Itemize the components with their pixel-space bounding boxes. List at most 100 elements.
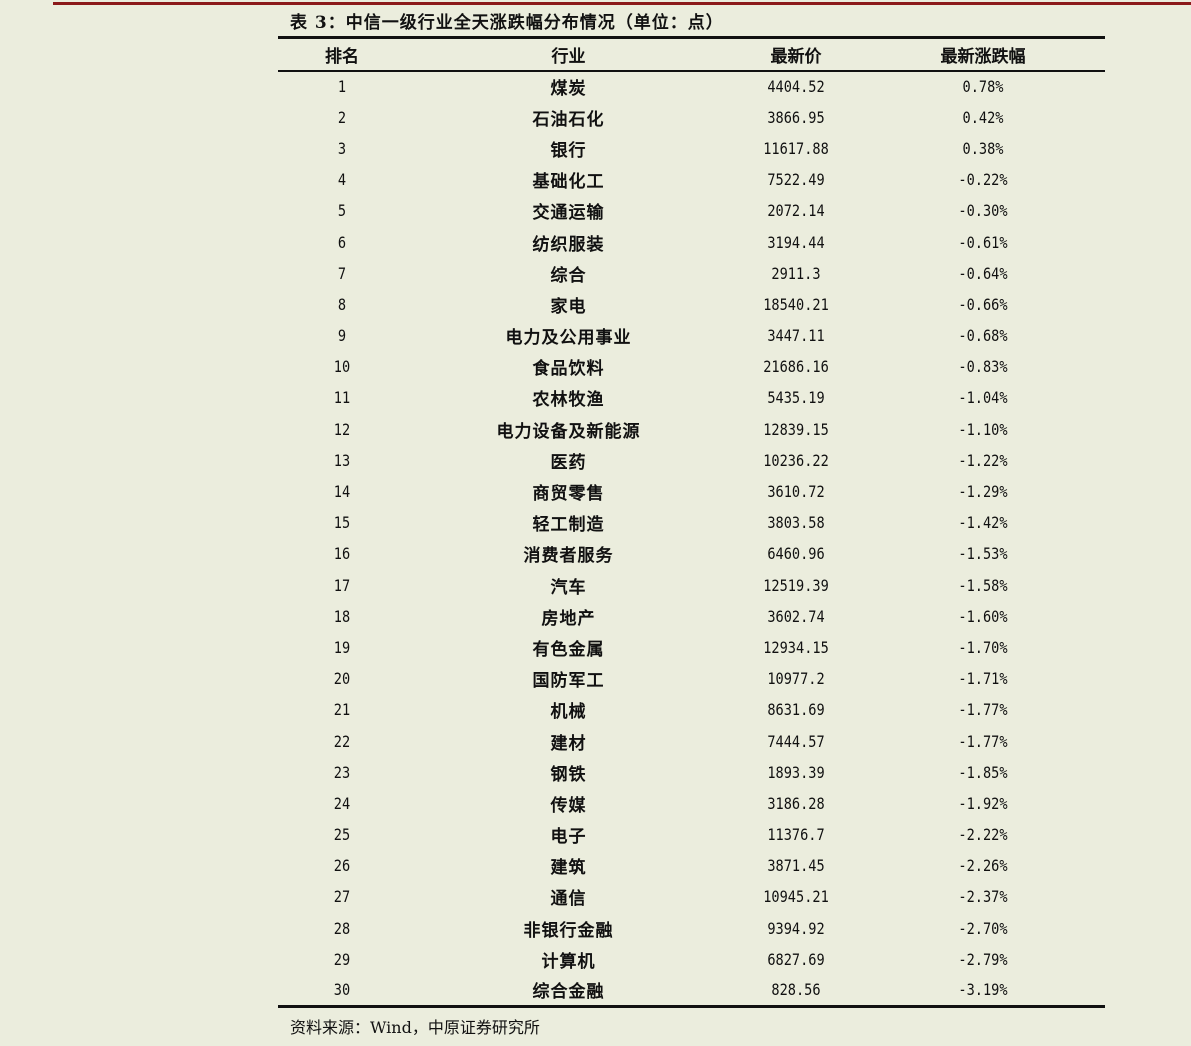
cell-industry: 房地产 xyxy=(541,608,596,629)
table-row: 8 家电 18540.21 -0.66% xyxy=(278,289,1105,320)
cell-change: -2.26% xyxy=(958,856,1008,876)
cell-rank: 11 xyxy=(333,388,351,408)
table-row: 17 汽车 12519.39 -1.58% xyxy=(278,570,1105,601)
table-row: 11 农林牧渔 5435.19 -1.04% xyxy=(278,382,1105,413)
cell-change: -2.37% xyxy=(958,887,1008,907)
table-row: 26 建筑 3871.45 -2.26% xyxy=(278,850,1105,881)
cell-change: -1.10% xyxy=(958,419,1008,439)
table-row: 14 商贸零售 3610.72 -1.29% xyxy=(278,476,1105,507)
source-note: 资料来源：Wind，中原证券研究所 xyxy=(290,1018,540,1037)
table-row: 29 计算机 6827.69 -2.79% xyxy=(278,944,1105,975)
cell-change: -0.61% xyxy=(958,232,1008,252)
cell-price: 11376.7 xyxy=(767,825,825,845)
table-row: 7 综合 2911.3 -0.64% xyxy=(278,258,1105,289)
cell-industry: 消费者服务 xyxy=(523,546,614,567)
cell-rank: 10 xyxy=(333,357,351,377)
cell-rank: 8 xyxy=(337,294,347,314)
cell-industry: 石油石化 xyxy=(532,109,605,130)
header-price: 最新价 xyxy=(731,36,861,72)
cell-industry: 电子 xyxy=(550,827,587,848)
cell-rank: 17 xyxy=(333,575,351,595)
cell-price: 828.56 xyxy=(740,974,852,1008)
cell-rank: 23 xyxy=(333,762,351,782)
cell-price: 10236.22 xyxy=(763,450,829,470)
cell-price: 11617.88 xyxy=(763,138,829,158)
cell-price: 12934.15 xyxy=(763,637,829,657)
table-row: 2 石油石化 3866.95 0.42% xyxy=(278,102,1105,133)
cell-industry: 电力及公用事业 xyxy=(505,328,632,349)
cell-change: -0.66% xyxy=(958,294,1008,314)
cell-change: 0.42% xyxy=(962,107,1004,127)
cell-rank: 21 xyxy=(333,700,351,720)
cell-price: 7444.57 xyxy=(767,731,825,751)
cell-change: 0.78% xyxy=(962,77,1004,97)
cell-price: 9394.92 xyxy=(767,918,825,938)
cell-change: -1.70% xyxy=(958,637,1008,657)
table-row: 20 国防军工 10977.2 -1.71% xyxy=(278,663,1105,694)
cell-price: 7522.49 xyxy=(767,170,825,190)
cell-rank: 2 xyxy=(337,107,347,127)
cell-rank: 1 xyxy=(337,77,347,97)
table-row: 4 基础化工 7522.49 -0.22% xyxy=(278,164,1105,195)
cell-change: -3.19% xyxy=(879,974,1087,1008)
cell-industry: 轻工制造 xyxy=(532,515,605,536)
cell-industry: 非银行金融 xyxy=(523,920,614,941)
cell-change: -1.42% xyxy=(958,513,1008,533)
cell-price: 3610.72 xyxy=(767,482,825,502)
cell-rank: 12 xyxy=(333,419,351,439)
cell-rank: 16 xyxy=(333,544,351,564)
cell-price: 3447.11 xyxy=(767,326,825,346)
cell-change: -1.92% xyxy=(958,793,1008,813)
cell-price: 3803.58 xyxy=(767,513,825,533)
table-row: 25 电子 11376.7 -2.22% xyxy=(278,819,1105,850)
cell-price: 10945.21 xyxy=(763,887,829,907)
header-row: 排名 行业 最新价 最新涨跌幅 xyxy=(278,36,1105,72)
cell-rank: 28 xyxy=(333,918,351,938)
cell-price: 2911.3 xyxy=(771,263,821,283)
cell-rank: 27 xyxy=(333,887,351,907)
cell-change: -0.30% xyxy=(958,201,1008,221)
cell-rank: 20 xyxy=(333,669,351,689)
cell-price: 3194.44 xyxy=(767,232,825,252)
cell-industry: 建筑 xyxy=(550,858,587,879)
cell-rank: 25 xyxy=(333,825,351,845)
cell-industry: 煤炭 xyxy=(550,79,587,100)
table-row: 6 纺织服装 3194.44 -0.61% xyxy=(278,226,1105,257)
cell-price: 6827.69 xyxy=(767,949,825,969)
table-row: 18 房地产 3602.74 -1.60% xyxy=(278,601,1105,632)
cell-industry: 医药 xyxy=(550,452,587,473)
cell-change: -1.77% xyxy=(958,700,1008,720)
cell-industry: 计算机 xyxy=(541,951,596,972)
cell-price: 5435.19 xyxy=(767,388,825,408)
cell-industry: 钢铁 xyxy=(550,764,587,785)
cell-change: -1.85% xyxy=(958,762,1008,782)
header-rank: 排名 xyxy=(278,36,406,72)
cell-change: -1.71% xyxy=(958,669,1008,689)
cell-price: 18540.21 xyxy=(763,294,829,314)
top-rule xyxy=(53,2,1191,5)
cell-price: 3602.74 xyxy=(767,606,825,626)
cell-rank: 4 xyxy=(337,170,347,190)
cell-change: -0.64% xyxy=(958,263,1008,283)
cell-change: -2.22% xyxy=(958,825,1008,845)
cell-price: 3866.95 xyxy=(767,107,825,127)
header-industry: 行业 xyxy=(406,36,731,72)
table-row: 1 煤炭 4404.52 0.78% xyxy=(278,71,1105,102)
cell-rank: 26 xyxy=(333,856,351,876)
cell-change: -1.29% xyxy=(958,482,1008,502)
cell-price: 3186.28 xyxy=(767,793,825,813)
cell-industry: 机械 xyxy=(550,702,587,723)
cell-price: 12839.15 xyxy=(763,419,829,439)
table-row: 23 钢铁 1893.39 -1.85% xyxy=(278,757,1105,788)
cell-price: 12519.39 xyxy=(763,575,829,595)
cell-price: 3871.45 xyxy=(767,856,825,876)
cell-price: 21686.16 xyxy=(763,357,829,377)
cell-rank: 24 xyxy=(333,793,351,813)
table-row: 30 综合金融 828.56 -3.19% xyxy=(278,974,1105,1008)
cell-industry: 建材 xyxy=(550,733,587,754)
cell-change: -1.53% xyxy=(958,544,1008,564)
cell-rank: 6 xyxy=(337,232,347,252)
table-row: 19 有色金属 12934.15 -1.70% xyxy=(278,632,1105,663)
cell-change: -1.60% xyxy=(958,606,1008,626)
cell-industry: 电力设备及新能源 xyxy=(496,421,641,442)
